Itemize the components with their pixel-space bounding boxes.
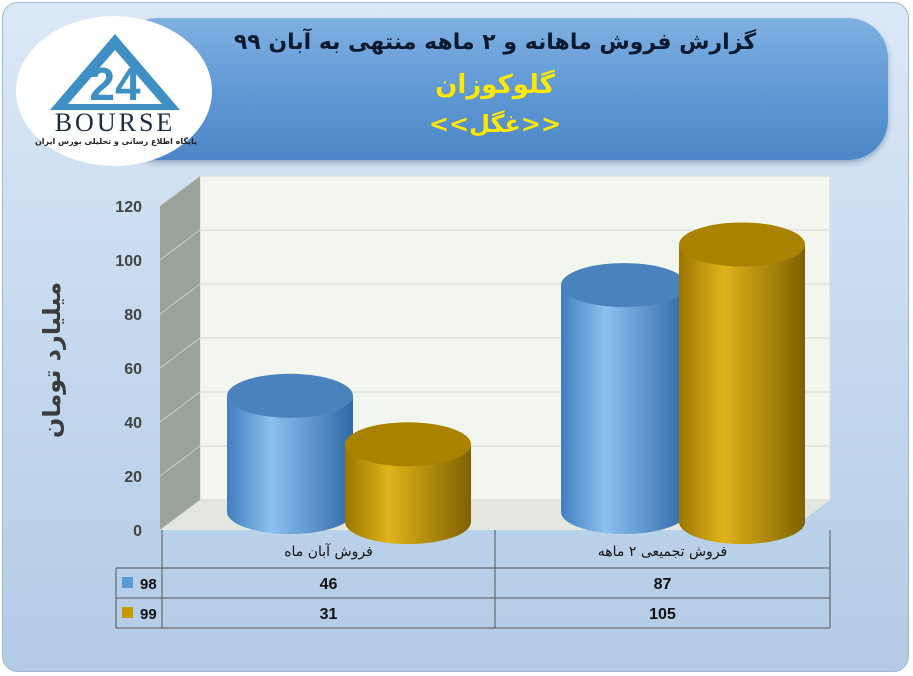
gridline-side [159,175,201,207]
legend-label-99: 99 [140,606,157,623]
category-label: فروش آبان ماه [284,543,373,560]
gridline-side [159,229,201,261]
legend-swatch-98 [122,577,133,588]
svg-text:24: 24 [89,58,141,110]
cylinder-top-99-1 [679,222,805,267]
data-label-98-1: 87 [654,576,672,593]
data-label-99-1: 105 [649,606,676,623]
gridline-side [159,283,201,315]
cylinder-body-98-1 [561,285,687,534]
legend-label-98: 98 [140,576,157,593]
cylinder-top-98-1 [561,263,687,308]
y-tick-label: 40 [124,415,142,432]
y-tick-label: 60 [124,361,142,378]
logo-tagline: پایگاه اطلاع رسانی و تحلیلی بورس ایران [34,137,198,146]
data-label-99-0: 31 [320,606,338,623]
gridline-side [159,445,201,477]
data-label-98-0: 46 [320,576,338,593]
cylinder-top-98-0 [227,373,353,418]
y-tick-label: 120 [115,199,142,216]
cylinder-body-99-1 [679,244,805,544]
cylinder-top-99-0 [345,422,471,467]
chart-title: گزارش فروش ماهانه و ۲ ماهه منتهی به آبان… [233,30,757,55]
cylinder-body-98-0 [227,395,353,534]
category-label: فروش تجمیعی ۲ ماهه [598,544,727,560]
cylinder-body-99-0 [345,444,471,544]
logo-wordmark: BOURSE [54,108,176,137]
y-tick-label: 20 [124,469,142,486]
gridline-side [159,499,201,531]
gridline-side [159,337,201,369]
gridline-side [159,391,201,423]
title-banner [118,18,888,160]
legend-swatch-99 [122,607,133,618]
ticker-symbol: <<غگل>> [428,110,562,138]
company-name: گلوکوزان [435,70,555,100]
bourse-logo-mark: 24 [50,34,180,110]
y-tick-label: 0 [133,523,142,540]
y-tick-label: 80 [124,307,142,324]
y-tick-label: 100 [115,253,142,270]
